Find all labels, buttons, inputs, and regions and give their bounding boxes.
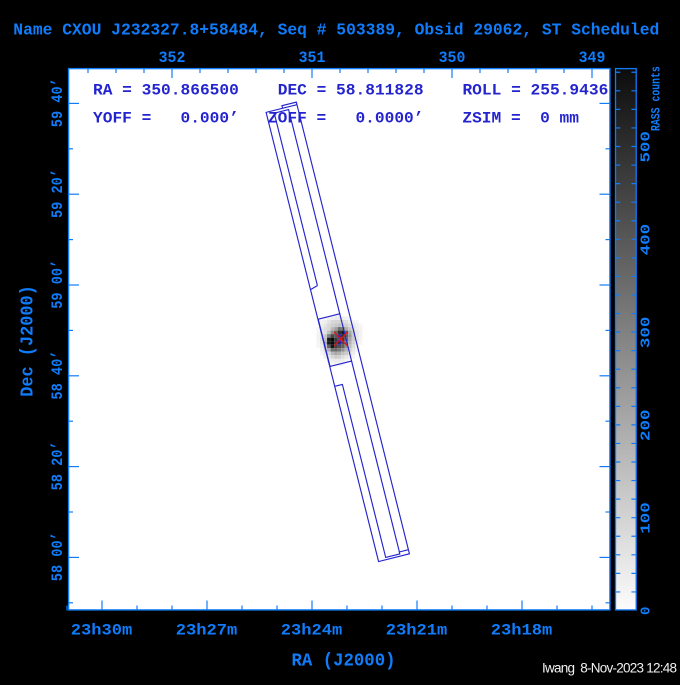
svg-text:Dec (J2000): Dec (J2000) — [18, 285, 38, 397]
svg-text:100: 100 — [639, 502, 655, 534]
svg-text:351: 351 — [299, 49, 326, 67]
svg-text:59 00’: 59 00’ — [49, 260, 67, 309]
svg-text:58 20’: 58 20’ — [49, 441, 67, 490]
svg-text:YOFF = 0.000’ ZOFF = 0.0: YOFF = 0.000’ ZOFF = 0.0000’ ZSIM = 0 mm — [93, 110, 579, 128]
svg-text:0: 0 — [639, 607, 655, 615]
svg-text:500: 500 — [639, 131, 655, 163]
svg-text:350: 350 — [439, 49, 466, 67]
svg-text:58 40’: 58 40’ — [49, 351, 67, 400]
svg-text:23h24m: 23h24m — [281, 622, 343, 640]
svg-text:Name CXOU J232327.8+58484, Seq: Name CXOU J232327.8+58484, Seq # 503389,… — [13, 20, 659, 39]
svg-text:Iwang 8-Nov-2023 12:48: Iwang 8-Nov-2023 12:48 — [542, 661, 677, 676]
svg-text:300: 300 — [639, 317, 655, 349]
svg-text:RA (J2000): RA (J2000) — [292, 651, 396, 671]
svg-text:RA = 350.866500 DEC = 58.81: RA = 350.866500 DEC = 58.811828 ROLL = 2… — [93, 82, 608, 100]
svg-text:352: 352 — [159, 49, 186, 67]
svg-text:58 00’: 58 00’ — [49, 532, 67, 581]
svg-text:23h27m: 23h27m — [176, 622, 238, 640]
svg-text:23h18m: 23h18m — [491, 622, 553, 640]
svg-text:RASS counts: RASS counts — [650, 66, 663, 131]
svg-text:59 20’: 59 20’ — [49, 169, 67, 218]
svg-text:59 40’: 59 40’ — [49, 78, 67, 127]
svg-text:23h30m: 23h30m — [71, 622, 133, 640]
svg-text:349: 349 — [579, 49, 606, 67]
svg-text:23h21m: 23h21m — [386, 622, 448, 640]
svg-text:200: 200 — [639, 409, 655, 441]
svg-text:400: 400 — [639, 224, 655, 256]
